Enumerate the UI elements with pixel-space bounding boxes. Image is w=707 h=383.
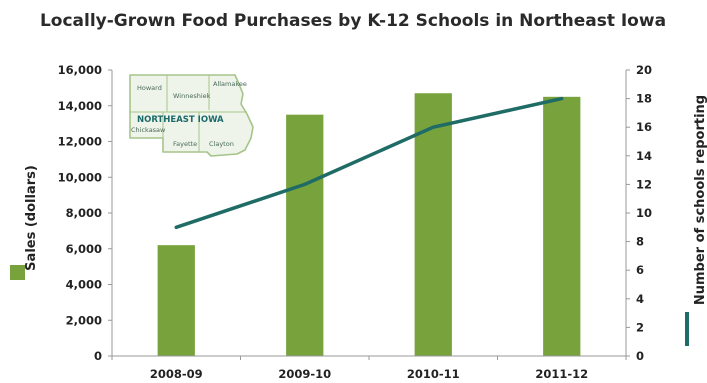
line-point [561,98,563,100]
left-tick-label: 14,000 [58,99,102,113]
x-tick-label: 2011-12 [535,367,588,381]
map-county-label-2: Allamakee [213,80,247,88]
series-line [174,96,564,230]
left-tick-label: 8,000 [66,206,102,220]
bar [157,245,195,356]
right-tick-label: 18 [636,92,652,106]
left-axis-title: Sales (dollars) [24,165,39,271]
right-tick-label: 16 [636,120,652,134]
left-tick-label: 2,000 [66,313,102,327]
right-tick-label: 20 [636,63,652,77]
left-tick-label: 10,000 [58,170,102,184]
x-axis-ticks: 2008-09 2009-10 2010-11 2011-12 [111,356,627,381]
left-tick-label: 6,000 [66,242,102,256]
right-tick-label: 6 [636,263,644,277]
map-county-label-3: Chickasaw [131,126,166,134]
map-county-label-4: Fayette [173,140,197,148]
map-title: NORTHEAST IOWA [137,115,224,125]
left-tick-label: 16,000 [58,63,102,77]
right-tick-label: 12 [636,177,652,191]
left-axis-ticks: 0 2,000 4,000 6,000 8,000 10,000 12,000 14,000 1… [58,63,112,363]
line-series [174,96,564,230]
inset-map: Howard Winneshiek Allamakee NORTHEAST IO… [129,74,254,157]
line-point [432,126,434,128]
legend-bar-swatch [10,265,25,280]
left-tick-label: 4,000 [66,278,102,292]
right-tick-label: 2 [636,320,644,334]
left-tick-label: 0 [94,349,102,363]
bar-series [157,93,581,357]
x-tick-label: 2009-10 [278,367,331,381]
right-tick-label: 4 [636,292,644,306]
map-county-borders [130,75,247,152]
right-axis-title: Number of schools reporting [693,95,707,305]
legend-line-swatch [685,312,689,346]
right-tick-label: 8 [636,235,644,249]
x-tick-label: 2008-09 [150,367,203,381]
map-county-label-0: Howard [137,84,162,92]
x-tick-label: 2010-11 [407,367,460,381]
map-county-label-5: Clayton [209,140,234,148]
chart-title: Locally-Grown Food Purchases by K-12 Sch… [40,11,666,31]
line-point [304,183,306,185]
bar [543,96,581,356]
line-point [175,226,177,228]
right-tick-label: 14 [636,149,652,163]
map-outline [129,74,254,157]
right-axis-ticks: 0 2 4 6 8 10 12 14 16 18 20 [626,63,652,363]
right-tick-label: 10 [636,206,652,220]
bar [286,114,324,356]
right-tick-label: 0 [636,349,644,363]
bar [414,93,452,357]
map-county-label-1: Winneshiek [173,92,211,100]
left-tick-label: 12,000 [58,135,102,149]
